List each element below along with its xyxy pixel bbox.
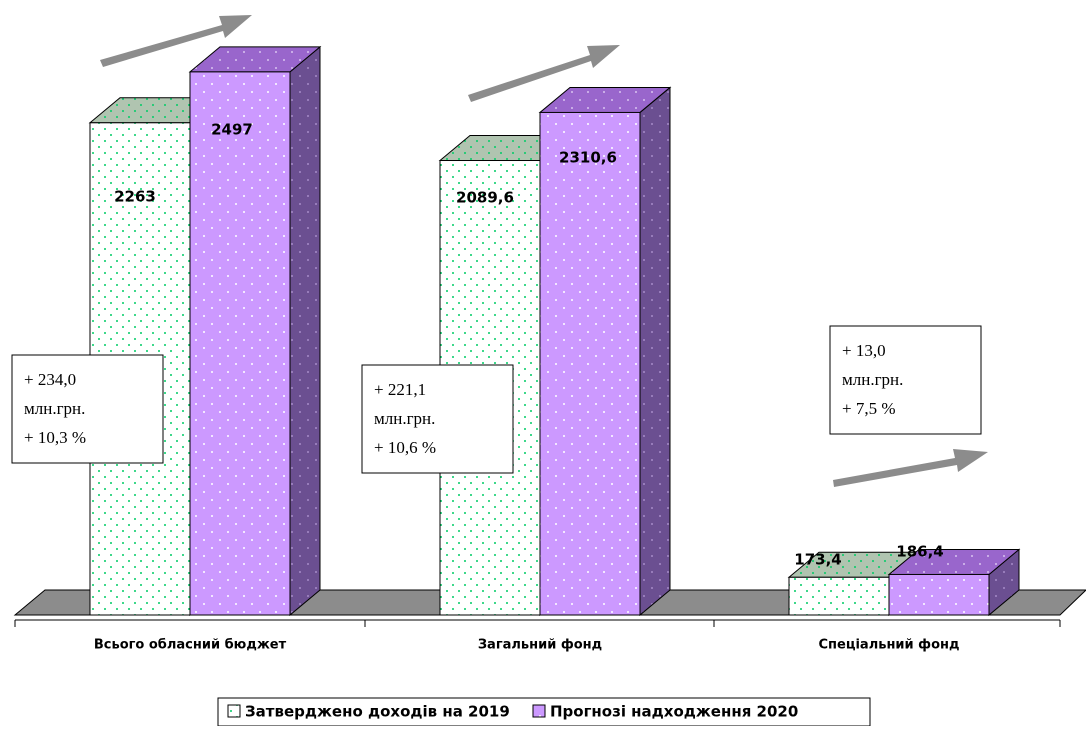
annotation-box bbox=[361, 364, 514, 474]
bar-side bbox=[639, 86, 671, 617]
axis-ticks bbox=[14, 620, 1061, 627]
bar bbox=[788, 576, 890, 616]
bar bbox=[539, 111, 641, 616]
annotation: млн.грн. bbox=[374, 409, 435, 428]
legend-label: Прогнозі надходження 2020 bbox=[550, 703, 798, 721]
annotation: млн.грн. bbox=[24, 399, 85, 418]
value-label: 186,4 bbox=[896, 543, 943, 561]
annotation-box bbox=[829, 325, 982, 435]
value-label: 173,4 bbox=[794, 551, 841, 569]
annotation-box bbox=[11, 354, 164, 464]
bar-side bbox=[289, 45, 321, 617]
legend-label: Затверджено доходів на 2019 bbox=[245, 703, 510, 721]
annotation: + 10,6 % bbox=[374, 438, 436, 457]
annotation: + 7,5 % bbox=[842, 399, 896, 418]
legend-swatch bbox=[532, 704, 546, 718]
bar bbox=[189, 71, 291, 616]
x-tick-label: Спеціальний фонд bbox=[819, 638, 960, 653]
bar bbox=[888, 573, 990, 616]
trend-arrows bbox=[100, 15, 988, 487]
value-label: 2310,6 bbox=[559, 149, 617, 167]
annotation: + 13,0 bbox=[842, 341, 886, 360]
annotation: + 10,3 % bbox=[24, 428, 86, 447]
value-label: 2497 bbox=[211, 121, 253, 139]
annotation: + 221,1 bbox=[374, 380, 426, 399]
legend-swatch bbox=[227, 704, 241, 718]
value-label: 2263 bbox=[114, 188, 156, 206]
annotation: млн.грн. bbox=[842, 370, 903, 389]
x-tick-label: Всього обласний бюджет bbox=[94, 638, 287, 653]
value-label: 2089,6 bbox=[456, 189, 514, 207]
x-tick-label: Загальний фонд bbox=[478, 638, 602, 653]
annotation: + 234,0 bbox=[24, 370, 76, 389]
